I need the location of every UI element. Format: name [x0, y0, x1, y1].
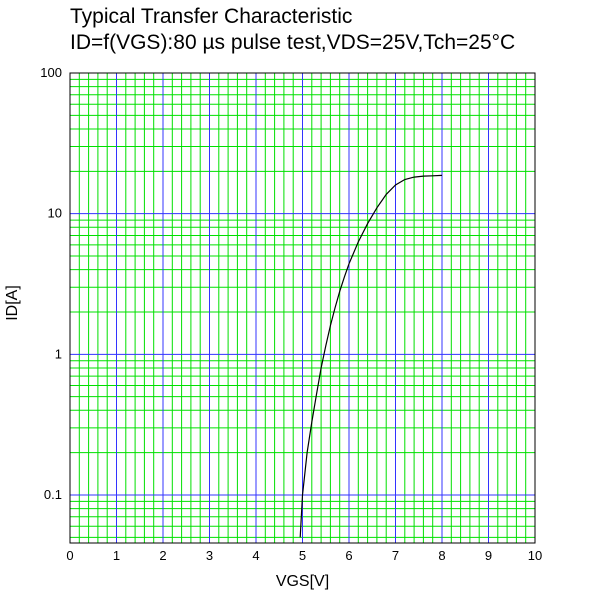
x-tick-label: 9 [485, 548, 492, 563]
y-axis-label: ID[A] [4, 285, 21, 321]
chart-title: Typical Transfer Characteristic [70, 5, 353, 28]
x-tick-label: 6 [345, 548, 352, 563]
x-tick-label: 7 [392, 548, 399, 563]
series-layer [299, 174, 443, 538]
series-line-0 [299, 174, 443, 538]
y-tick-label: 1 [55, 346, 62, 361]
y-tick-labels: 0.1 1 10 100 [40, 65, 62, 502]
x-tick-label: 1 [113, 548, 120, 563]
x-tick-label: 10 [528, 548, 542, 563]
x-tick-label: 4 [252, 548, 259, 563]
x-tick-label: 0 [66, 548, 73, 563]
x-tick-label: 2 [159, 548, 166, 563]
x-tick-label: 5 [299, 548, 306, 563]
y-tick-label: 100 [40, 65, 62, 80]
x-axis-label: VGS[V] [276, 573, 329, 590]
x-tick-labels: 0 1 2 3 4 5 6 7 8 9 10 [66, 548, 542, 563]
x-tick-label: 8 [438, 548, 445, 563]
chart-subtitle: ID=f(VGS):80 µs pulse test,VDS=25V,Tch=2… [70, 31, 516, 54]
y-tick-label: 10 [48, 206, 62, 221]
x-tick-label: 3 [206, 548, 213, 563]
plot-frame [69, 72, 536, 544]
major-gridlines [70, 73, 535, 543]
y-tick-label: 0.1 [44, 487, 62, 502]
